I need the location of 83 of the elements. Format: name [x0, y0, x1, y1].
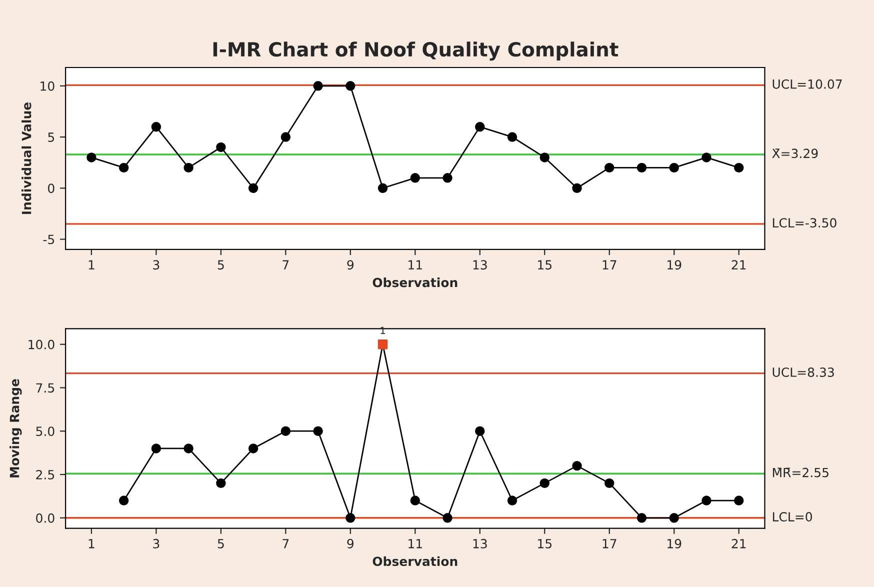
point — [702, 496, 712, 506]
x-tick-label: 17 — [602, 260, 616, 270]
y-axis-title: Individual Value — [22, 102, 32, 214]
y-axis-title: Moving Range — [10, 379, 22, 478]
point — [313, 426, 323, 436]
point — [216, 478, 226, 488]
x-tick-label: 11 — [408, 260, 422, 270]
point — [280, 132, 291, 142]
y-tick-label: 0 — [48, 184, 54, 194]
x-tick-label: 7 — [282, 260, 289, 270]
x-tick-label: 7 — [282, 539, 289, 548]
point — [118, 496, 129, 506]
point — [151, 122, 162, 132]
point — [572, 183, 582, 193]
x-tick-label: 15 — [538, 539, 552, 548]
y-tick-label: 5.0 — [36, 426, 54, 436]
point — [734, 496, 744, 506]
x-axis-title: Observation — [372, 556, 458, 566]
x-tick-label: 19 — [668, 538, 682, 548]
x-tick-label: 13 — [473, 260, 487, 270]
point — [442, 513, 452, 523]
y-tick-label: -5 — [43, 234, 54, 244]
x-axis-title: Observation — [372, 278, 458, 288]
point — [669, 162, 679, 173]
x-tick-label: 1 — [88, 260, 94, 270]
ref-line-label: LCL=-3.50 — [772, 218, 836, 228]
point — [151, 444, 162, 454]
point — [572, 460, 582, 471]
point — [636, 162, 647, 173]
point — [378, 339, 388, 350]
point — [540, 478, 550, 488]
point — [702, 152, 712, 162]
point — [346, 513, 356, 523]
point — [248, 444, 258, 454]
point — [216, 142, 226, 152]
x-tick-label: 1 — [88, 539, 94, 548]
x-tick-label: 15 — [538, 260, 552, 270]
x-tick-label: 21 — [732, 260, 746, 270]
x-tick-label: 9 — [347, 260, 354, 270]
point — [248, 183, 258, 193]
x-tick-label: 9 — [347, 538, 354, 548]
point — [507, 132, 518, 142]
x-tick-label: 21 — [732, 538, 746, 548]
chart-title: I-MR Chart of Noof Quality Complaint — [213, 42, 618, 61]
ref-line-label: UCL=8.33 — [772, 367, 834, 377]
x-tick-label: 11 — [408, 539, 422, 548]
point — [540, 152, 550, 162]
point — [184, 444, 194, 454]
x-tick-label: 3 — [153, 260, 160, 270]
x-tick-label: 17 — [602, 539, 616, 548]
point — [118, 162, 129, 173]
point — [442, 173, 452, 183]
x-tick-label: 19 — [668, 260, 682, 270]
point — [86, 152, 96, 162]
x-tick-label: 5 — [218, 260, 224, 270]
ref-line-label: M̄R̄=2.55 — [772, 468, 828, 478]
point — [669, 513, 679, 523]
x-tick-label: 3 — [153, 538, 160, 548]
y-tick-label: 2.5 — [36, 470, 54, 480]
point — [378, 183, 388, 193]
x-tick-label: 13 — [473, 538, 487, 548]
point — [280, 426, 291, 436]
point — [507, 496, 518, 506]
ref-line-label: UCL=10.07 — [772, 79, 842, 89]
y-tick-label: 10.0 — [28, 340, 54, 350]
y-tick-label: 10 — [40, 81, 54, 91]
x-tick-label: 5 — [218, 539, 224, 548]
y-tick-label: 0.0 — [36, 513, 54, 523]
y-tick-label: 5 — [48, 132, 54, 142]
point — [604, 162, 614, 173]
ref-line-label: LCL=0 — [772, 512, 812, 522]
point — [313, 81, 323, 91]
point — [636, 513, 647, 523]
y-tick-label: 7.5 — [36, 383, 54, 393]
point — [604, 478, 614, 488]
point — [475, 426, 485, 436]
point — [734, 162, 744, 173]
point — [346, 81, 356, 91]
point — [475, 122, 485, 132]
point — [184, 162, 194, 173]
point — [410, 496, 420, 506]
ref-line-label: X̄=3.29 — [772, 148, 818, 158]
point — [410, 173, 420, 183]
